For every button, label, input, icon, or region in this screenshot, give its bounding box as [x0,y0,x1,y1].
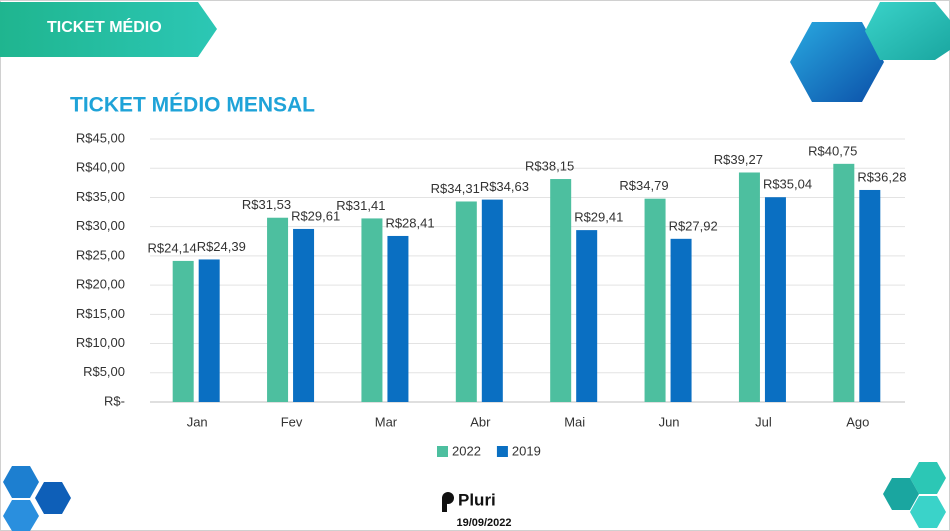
y-tick-label: R$30,00 [76,218,125,233]
date: 19/09/2022 [456,517,511,529]
bar [172,260,194,402]
x-tick-label: Fev [281,414,303,429]
hexagon [790,22,884,102]
hexagon-cluster [3,466,71,531]
value-label: R$29,61 [291,208,340,223]
bar [764,197,786,402]
value-label: R$31,41 [336,198,385,213]
bar [455,201,477,402]
bar [859,189,881,402]
bar [833,163,855,402]
value-label: R$34,31 [431,181,480,196]
value-label: R$34,63 [480,179,529,194]
y-tick-label: R$15,00 [76,306,125,321]
value-label: R$28,41 [385,215,434,230]
bar [644,198,666,402]
bar [361,218,383,402]
value-label: R$35,04 [763,177,812,192]
value-label: R$24,14 [148,240,197,255]
bar [267,217,289,402]
value-label: R$31,53 [242,197,291,212]
x-tick-label: Jul [755,414,772,429]
value-label: R$29,41 [574,210,623,225]
bar [670,238,692,402]
y-tick-label: R$10,00 [76,335,125,350]
y-tick-label: R$35,00 [76,189,125,204]
legend-label: 2019 [512,443,541,458]
hexagon-cluster [883,462,946,528]
header-title: TICKET MÉDIO [47,17,162,36]
chart-title: TICKET MÉDIO MENSAL [70,94,315,117]
y-tick-label: R$45,00 [76,130,125,145]
header-tab [0,2,217,57]
x-tick-label: Mar [375,414,398,429]
hexagon [865,2,950,60]
bar [293,228,315,402]
bar [576,230,598,402]
pluri-logo [442,492,454,512]
x-tick-label: Jan [187,414,208,429]
legend-swatch [437,446,448,457]
value-label: R$24,39 [197,239,246,254]
y-tick-label: R$25,00 [76,247,125,262]
legend-label: 2022 [452,443,481,458]
value-label: R$36,28 [857,169,906,184]
y-tick-label: R$5,00 [83,364,125,379]
value-label: R$27,92 [669,218,718,233]
x-tick-label: Mai [564,414,585,429]
y-tick-label: R$- [104,393,125,408]
bar [198,259,220,402]
x-tick-label: Jun [659,414,680,429]
brand: Pluri [458,490,496,509]
value-label: R$38,15 [525,158,574,173]
bar [738,172,760,402]
value-label: R$34,79 [619,178,668,193]
bar [550,179,572,402]
y-tick-label: R$40,00 [76,160,125,175]
legend-swatch [496,446,508,457]
value-label: R$40,75 [808,143,857,158]
x-tick-label: Abr [470,414,491,429]
y-tick-label: R$20,00 [76,277,125,292]
x-tick-label: Ago [846,414,869,429]
bar [387,235,409,402]
value-label: R$39,27 [714,152,763,167]
bar [481,199,503,402]
